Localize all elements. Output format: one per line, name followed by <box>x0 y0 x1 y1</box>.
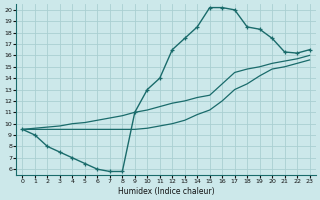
X-axis label: Humidex (Indice chaleur): Humidex (Indice chaleur) <box>118 187 214 196</box>
